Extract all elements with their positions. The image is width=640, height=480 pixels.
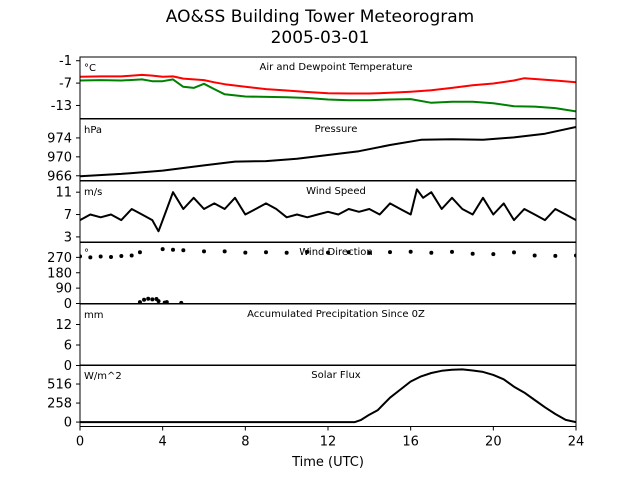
data-point — [243, 250, 248, 255]
data-point — [305, 249, 310, 254]
data-point — [142, 297, 147, 302]
y-tick-label: 7 — [64, 208, 72, 223]
x-tick-label: 8 — [241, 435, 249, 450]
x-tick-label: 4 — [159, 435, 167, 450]
panel-unit-label: °C — [84, 63, 96, 74]
panel-title: Air and Dewpoint Temperature — [260, 62, 413, 73]
data-point — [222, 249, 227, 254]
y-tick-label: 3 — [64, 230, 72, 245]
x-tick-label: 12 — [320, 435, 337, 450]
series-line — [80, 126, 576, 178]
data-point — [119, 254, 124, 259]
data-point — [202, 249, 206, 254]
series-line — [80, 78, 576, 113]
y-tick-label: 0 — [64, 416, 72, 431]
x-tick-label: 20 — [485, 435, 502, 450]
x-tick-label: 24 — [568, 435, 585, 450]
panel-5: 0 6 12 mm Accumulated Precipitation Since 0Z — [55, 303, 577, 374]
data-point — [137, 300, 142, 304]
y-tick-label: 11 — [55, 186, 72, 201]
data-point — [408, 249, 413, 254]
data-point — [388, 250, 392, 255]
series-line — [80, 368, 576, 424]
data-point — [326, 250, 330, 255]
data-point — [179, 300, 184, 304]
panel-title: Wind Direction — [299, 247, 373, 258]
panel-unit-label: hPa — [84, 125, 102, 136]
panel-unit-label: mm — [84, 310, 103, 321]
series-line — [80, 73, 576, 95]
y-tick-label: 258 — [47, 397, 72, 412]
panel-title: Solar Flux — [311, 370, 361, 381]
data-point — [181, 248, 186, 253]
x-axis-label: Time (UTC) — [291, 455, 364, 470]
data-point — [450, 249, 454, 254]
y-tick-label: 974 — [47, 131, 72, 146]
panel-1: -1 -7 -13 °C Air and Dewpoint Temperature — [51, 54, 577, 119]
data-point — [171, 247, 175, 252]
data-point — [512, 250, 516, 255]
y-tick-label: 516 — [47, 378, 72, 393]
x-tick-label: 16 — [402, 435, 419, 450]
panel-unit-label: m/s — [84, 187, 102, 198]
y-tick-label: 966 — [47, 169, 72, 184]
data-point — [88, 255, 93, 260]
data-point — [98, 254, 103, 259]
panel-unit-label: W/m^2 — [84, 371, 122, 382]
y-tick-label: -7 — [59, 77, 72, 92]
series-line — [80, 188, 576, 233]
data-point — [109, 255, 113, 260]
data-point — [156, 299, 161, 304]
data-point — [470, 251, 475, 256]
y-tick-label: 90 — [55, 282, 72, 297]
panel-title: Pressure — [315, 124, 358, 135]
y-tick-label: 270 — [47, 251, 72, 266]
panel-2: 966 970 974 hPa Pressure — [47, 118, 577, 184]
x-tick-label: 0 — [76, 435, 84, 450]
data-point — [150, 297, 155, 302]
y-tick-label: 6 — [64, 339, 72, 354]
data-point — [129, 253, 134, 258]
y-tick-label: 0 — [64, 359, 72, 374]
data-point — [429, 250, 434, 255]
data-point — [146, 296, 151, 301]
y-tick-label: -1 — [59, 54, 72, 69]
data-point — [553, 253, 558, 258]
y-tick-label: 180 — [47, 266, 72, 281]
data-point — [491, 252, 496, 257]
panel-6: 0 258 516 W/m^2 Solar Flux — [47, 364, 577, 431]
data-point — [264, 250, 268, 255]
data-point — [532, 253, 537, 258]
panel-title: Accumulated Precipitation Since 0Z — [247, 309, 425, 320]
data-point — [284, 250, 289, 255]
y-tick-label: 0 — [64, 297, 72, 312]
panel-unit-label: ° — [84, 248, 89, 259]
data-point — [164, 300, 169, 304]
panel-title: Wind Speed — [306, 186, 366, 197]
chart-subtitle: 2005-03-01 — [270, 28, 370, 48]
y-tick-label: 12 — [55, 318, 72, 333]
chart-title: AO&SS Building Tower Meteorogram — [165, 7, 475, 27]
y-tick-label: -13 — [51, 99, 72, 114]
data-point — [346, 250, 351, 255]
y-tick-label: 970 — [47, 150, 72, 165]
panel-3: 3 7 11 m/s Wind Speed — [55, 180, 577, 245]
data-point — [137, 250, 142, 255]
data-point — [160, 247, 165, 252]
data-point — [367, 250, 372, 255]
